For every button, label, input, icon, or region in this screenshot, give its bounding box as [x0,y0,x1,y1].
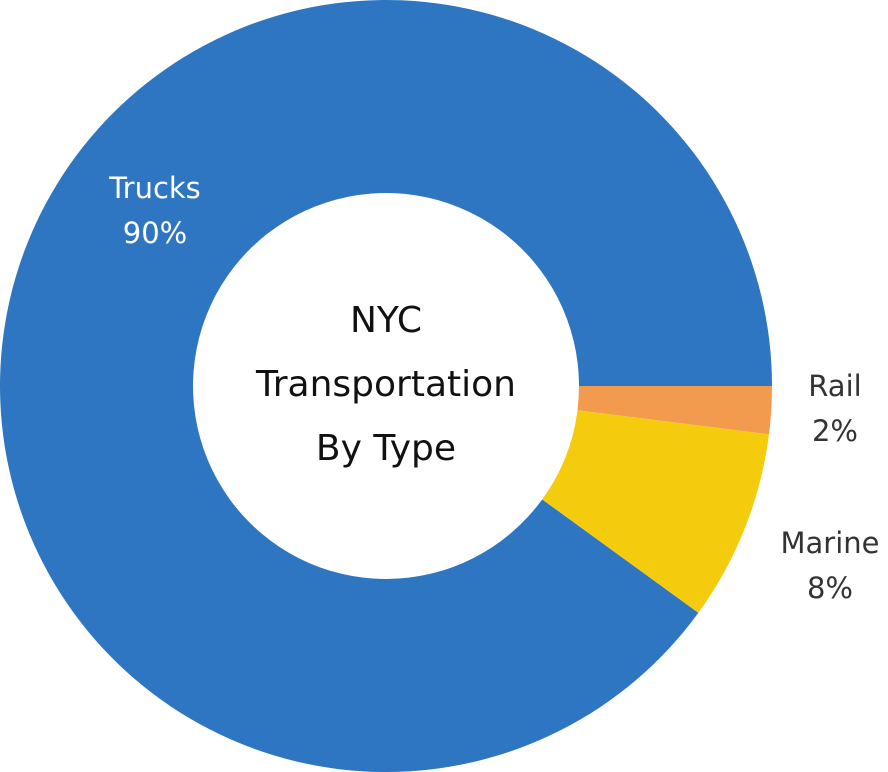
slice-label: Marine [781,526,880,560]
chart-title: NYC [350,300,422,341]
slice [577,386,772,435]
chart-title: By Type [316,428,456,469]
slice [542,410,769,613]
value-label: 2% [812,414,858,448]
value-label: 90% [123,216,187,250]
slice-label: Trucks [108,171,201,205]
slice-label: Rail [808,369,861,403]
value-label: 8% [807,571,853,605]
slice [0,0,772,772]
chart-title: Transportation [255,364,516,405]
slices [0,0,772,772]
